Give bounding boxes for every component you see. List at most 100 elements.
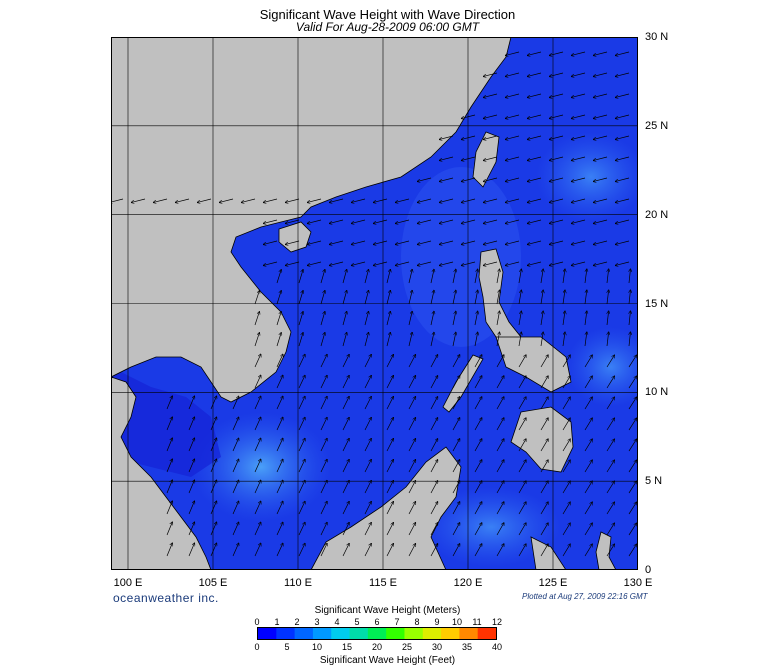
- wave-direction-arrow: [417, 219, 432, 223]
- wave-direction-arrow: [584, 332, 587, 347]
- wave-direction-arrow: [527, 198, 542, 202]
- wave-direction-arrow: [386, 439, 393, 452]
- wave-direction-arrow: [320, 354, 327, 368]
- wave-direction-arrow: [342, 354, 349, 368]
- wave-direction-arrow: [593, 156, 608, 160]
- wave-direction-arrow: [549, 198, 564, 202]
- wave-direction-arrow: [593, 240, 608, 244]
- wave-direction-arrow: [254, 459, 261, 473]
- wave-direction-arrow: [540, 502, 548, 515]
- wave-direction-arrow: [254, 333, 259, 347]
- wave-direction-arrow: [276, 396, 283, 410]
- wave-direction-arrow: [474, 355, 482, 368]
- wave-direction-arrow: [571, 177, 586, 181]
- wave-direction-arrow: [439, 177, 454, 181]
- wave-direction-arrow: [329, 261, 344, 265]
- wave-direction-arrow: [408, 290, 412, 305]
- wave-direction-arrow: [452, 397, 460, 410]
- legend-meters-tick: 5: [354, 617, 360, 627]
- wave-direction-arrow: [540, 311, 543, 326]
- wave-direction-arrow: [474, 460, 482, 473]
- y-tick-label: 0: [645, 564, 652, 576]
- wave-direction-arrow: [263, 198, 278, 202]
- wave-direction-arrow: [518, 523, 526, 536]
- wave-direction-arrow: [298, 375, 305, 389]
- legend-meters-tick: 11: [472, 617, 482, 627]
- wave-direction-arrow: [628, 355, 637, 368]
- wave-direction-arrow: [452, 332, 456, 347]
- wave-direction-arrow: [210, 438, 217, 452]
- wave-direction-arrow: [166, 459, 172, 473]
- wave-direction-arrow: [276, 270, 281, 284]
- wave-direction-arrow: [584, 376, 592, 389]
- wave-direction-arrow: [430, 355, 438, 368]
- wave-direction-arrow: [298, 270, 303, 284]
- wave-direction-arrow: [254, 417, 261, 431]
- wave-direction-arrow: [430, 418, 438, 431]
- wave-direction-arrow: [483, 93, 498, 97]
- wave-direction-arrow: [527, 51, 542, 55]
- wave-direction-arrow: [166, 480, 172, 494]
- wave-direction-arrow: [342, 459, 349, 473]
- wave-direction-arrow: [452, 439, 460, 452]
- wave-direction-arrow: [452, 502, 460, 515]
- wave-direction-arrow: [364, 355, 371, 368]
- wave-direction-arrow: [364, 460, 371, 473]
- wave-direction-arrow: [452, 481, 460, 494]
- wave-direction-arrow: [351, 240, 366, 244]
- wave-direction-arrow: [408, 355, 416, 368]
- wave-direction-arrow: [615, 156, 630, 160]
- legend-feet-tick: 25: [401, 642, 413, 652]
- wave-direction-arrow: [505, 135, 520, 139]
- wave-direction-arrow: [364, 269, 369, 284]
- y-tick-label: 15 N: [645, 297, 669, 310]
- wave-direction-arrow: [629, 290, 630, 305]
- wave-direction-arrow: [254, 354, 261, 368]
- wave-direction-arrow: [505, 93, 520, 97]
- wave-direction-arrow: [562, 418, 570, 431]
- y-tick-label: 30 N: [645, 31, 669, 43]
- wave-direction-arrows: [111, 51, 637, 557]
- wave-direction-arrow: [320, 312, 325, 326]
- wave-direction-arrow: [351, 219, 366, 223]
- wave-direction-arrow: [628, 523, 637, 536]
- land-halmahera: [595, 531, 617, 570]
- wave-direction-arrow: [320, 501, 327, 515]
- wave-direction-arrow: [571, 93, 586, 97]
- wave-direction-arrow: [518, 290, 521, 305]
- wave-direction-arrow: [263, 240, 278, 244]
- wave-direction-arrow: [505, 261, 520, 265]
- wave-direction-arrow: [276, 333, 281, 347]
- wave-direction-arrow: [417, 177, 432, 181]
- wave-direction-arrow: [461, 114, 476, 118]
- wave-direction-arrow: [593, 51, 608, 55]
- wave-direction-arrow: [452, 290, 456, 305]
- legend-feet-tick: 10: [311, 642, 323, 652]
- wave-direction-arrow: [364, 544, 371, 557]
- wave-direction-arrow: [483, 156, 498, 160]
- wave-direction-arrow: [342, 396, 349, 410]
- wave-direction-arrow: [276, 312, 281, 326]
- wave-direction-arrow: [571, 72, 586, 76]
- wave-direction-arrow: [584, 523, 592, 536]
- wave-direction-arrow: [461, 198, 476, 202]
- wave-direction-arrow: [518, 332, 521, 347]
- wave-direction-arrow: [408, 269, 412, 284]
- x-tick-label: 100 E: [113, 577, 143, 589]
- wave-direction-arrow: [320, 522, 327, 536]
- wave-direction-arrow: [496, 502, 504, 515]
- wave-direction-arrow: [408, 481, 416, 494]
- wave-direction-arrow: [518, 355, 526, 368]
- wave-direction-arrow: [439, 261, 454, 265]
- wave-direction-arrow: [430, 502, 438, 515]
- legend-meters-tick: 6: [374, 617, 380, 627]
- wave-direction-arrow: [571, 51, 586, 55]
- wave-direction-arrow: [483, 198, 498, 202]
- wave-direction-arrow: [562, 290, 565, 305]
- wave-direction-arrow: [153, 198, 168, 202]
- wave-direction-arrow: [329, 198, 344, 202]
- wave-direction-arrow: [496, 523, 504, 536]
- wave-direction-arrow: [439, 156, 454, 160]
- wave-direction-arrow: [562, 544, 570, 557]
- wave-direction-arrow: [320, 459, 327, 473]
